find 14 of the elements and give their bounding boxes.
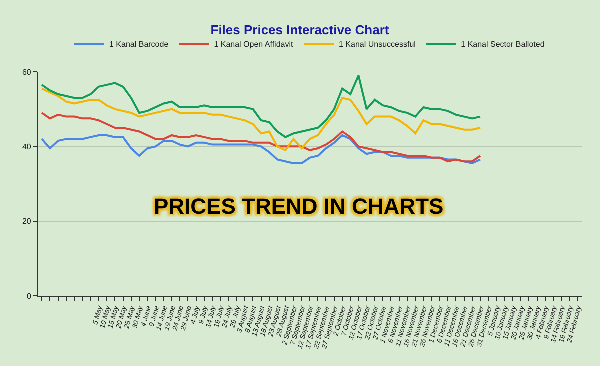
- y-tick-label: 20: [22, 217, 32, 226]
- line-series: [41, 112, 482, 163]
- line-series: [41, 134, 482, 164]
- y-tick-label: 60: [22, 68, 32, 77]
- annotation: PRICES TREND IN CHARTS: [154, 194, 444, 219]
- y-tick-label: 40: [22, 142, 32, 152]
- chart-title: Files Prices Interactive Chart: [210, 22, 390, 38]
- legend-label: 1 Kanal Unsuccessful: [339, 40, 416, 50]
- legend-label: 1 Kanal Sector Balloted: [461, 40, 545, 50]
- legend-label: 1 Kanal Open Affidavit: [214, 40, 294, 50]
- line-series: [41, 74, 482, 138]
- legend-label: 1 Kanal Barcode: [110, 40, 170, 50]
- y-tick-label: 0: [26, 292, 32, 301]
- line-series: [41, 88, 482, 152]
